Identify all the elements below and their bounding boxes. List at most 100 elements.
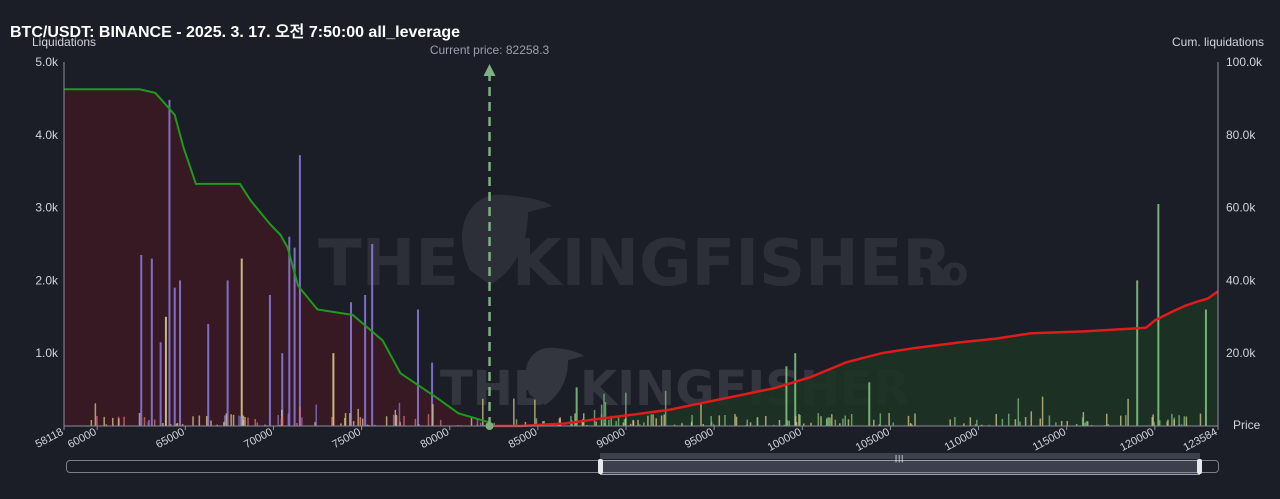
minor-liquidation-bar [94, 403, 97, 426]
liquidation-bar [794, 353, 797, 426]
minor-liquidation-bar [1048, 415, 1051, 426]
minor-liquidation-bar [299, 406, 301, 426]
x-tick-label: 70000 [242, 426, 275, 451]
zoom-grip-icon[interactable]: ||| [895, 454, 905, 463]
watermark-the-2: THE [440, 361, 546, 417]
minor-liquidation-bar [582, 418, 584, 426]
minor-liquidation-bar [470, 416, 473, 426]
minor-liquidation-bar [535, 418, 538, 426]
minor-liquidation-bar [357, 408, 359, 426]
minor-liquidation-bar [625, 418, 627, 426]
minor-liquidation-bar [175, 423, 178, 426]
minor-liquidation-bar [788, 420, 791, 426]
minor-liquidation-bar [1019, 421, 1021, 426]
x-tick-label: 123584 [1181, 426, 1219, 454]
minor-liquidation-bar [794, 415, 797, 426]
minor-liquidation-bar [205, 416, 208, 426]
minor-liquidation-bar [301, 417, 303, 426]
minor-liquidation-bar [834, 419, 837, 426]
short-cum-line [64, 88, 490, 424]
minor-liquidation-bar [247, 417, 249, 426]
minor-liquidation-bar [1125, 415, 1127, 426]
minor-liquidation-bar [1153, 421, 1155, 426]
minor-liquidation-bar [604, 402, 607, 426]
liquidation-bar [268, 294, 271, 426]
minor-liquidation-bar [181, 424, 184, 426]
minor-liquidation-bar [118, 418, 120, 426]
minor-liquidation-bar [1017, 398, 1020, 426]
minor-liquidation-bar [681, 422, 683, 426]
y-tick-label: 2.0k [35, 273, 59, 287]
x-tick-label: 100000 [766, 426, 804, 454]
minor-liquidation-bar [170, 423, 172, 426]
minor-liquidation-bar [586, 424, 588, 426]
minor-liquidation-bar [1178, 415, 1180, 426]
minor-liquidation-bar [623, 419, 626, 426]
zoom-handle-right[interactable] [1197, 459, 1202, 474]
liquidation-bar [332, 353, 335, 426]
x-tick-label: 90000 [595, 426, 628, 451]
minor-liquidation-bar [734, 414, 736, 426]
liquidation-bar [168, 99, 171, 426]
minor-liquidation-bar [210, 420, 212, 426]
minor-liquidation-bar [798, 414, 800, 426]
zoom-selection[interactable] [600, 460, 1200, 475]
minor-liquidation-bar [643, 422, 645, 426]
minor-liquidation-bar [216, 424, 219, 426]
x-tick-label: 58118 [33, 426, 65, 451]
minor-liquidation-bar [1081, 417, 1084, 426]
minor-liquidation-bar [240, 416, 242, 426]
liquidation-bar [140, 254, 143, 426]
liquidation-bar [298, 155, 301, 426]
minor-liquidation-bar [710, 415, 712, 426]
minor-liquidation-bar [773, 424, 775, 426]
liquidation-bar [364, 294, 367, 426]
minor-liquidation-bar [581, 420, 583, 426]
minor-liquidation-bar [571, 424, 573, 426]
minor-liquidation-bar [969, 417, 972, 426]
liquidation-bar [785, 366, 788, 426]
minor-liquidation-bar [254, 418, 257, 426]
minor-liquidation-bar [395, 414, 397, 426]
minor-liquidation-bar [238, 415, 240, 426]
minor-liquidation-bar [1090, 424, 1093, 426]
zoom-handle-left[interactable] [598, 459, 603, 474]
y-tick-label: 3.0k [35, 201, 59, 215]
minor-liquidation-bar [847, 419, 850, 426]
minor-liquidation-bar [398, 402, 401, 426]
minor-liquidation-bar [625, 392, 627, 426]
minor-liquidation-bar [1107, 424, 1110, 426]
minor-liquidation-bar [427, 414, 430, 426]
liquidation-bar [226, 280, 229, 426]
minor-liquidation-bar [1151, 416, 1153, 426]
minor-liquidation-bar [765, 416, 767, 426]
minor-liquidation-bar [96, 415, 98, 426]
minor-liquidation-bar [976, 419, 978, 426]
minor-liquidation-bar [493, 422, 496, 426]
liquidation-bar [173, 287, 176, 426]
minor-liquidation-bar [910, 424, 912, 426]
x-tick-label: 65000 [154, 426, 187, 451]
minor-liquidation-bar [1105, 413, 1108, 426]
minor-liquidation-bar [224, 420, 227, 426]
y2-tick-label: 40.0k [1226, 273, 1256, 287]
liquidation-bar [207, 324, 210, 426]
minor-liquidation-bar [980, 424, 983, 426]
minor-liquidation-bar [457, 424, 459, 426]
minor-liquidation-bar [198, 415, 201, 426]
x-tick-label: 115000 [1031, 426, 1068, 453]
minor-liquidation-bar [515, 419, 518, 426]
minor-liquidation-bar [374, 424, 376, 426]
minor-liquidation-bar [403, 415, 405, 426]
minor-liquidation-bar [399, 424, 402, 426]
minor-liquidation-bar [513, 398, 515, 426]
y2-tick-label: 20.0k [1226, 346, 1256, 360]
zoom-slider[interactable]: ||| [66, 453, 1219, 475]
minor-liquidation-bar [123, 416, 125, 426]
minor-liquidation-bar [230, 414, 232, 426]
minor-liquidation-bar [1185, 416, 1188, 426]
minor-liquidation-bar [1127, 398, 1129, 426]
minor-liquidation-bar [655, 418, 657, 426]
minor-liquidation-bar [829, 417, 831, 426]
